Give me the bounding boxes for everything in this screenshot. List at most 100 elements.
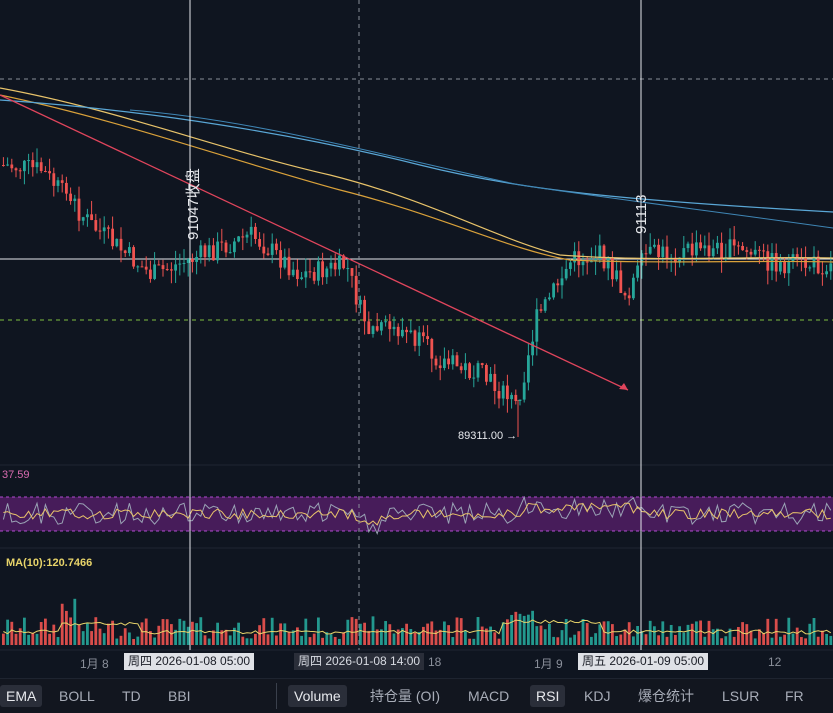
volume-bar	[640, 631, 644, 645]
candle-body	[758, 249, 761, 251]
volume-bar	[346, 619, 350, 645]
candle-body	[10, 164, 14, 169]
indicator-bbi[interactable]: BBI	[168, 688, 191, 704]
candle-body	[144, 266, 148, 270]
candle-body	[640, 253, 644, 266]
volume-bar	[804, 638, 807, 645]
indicator-volume[interactable]: Volume	[288, 685, 347, 707]
candle-body	[821, 273, 824, 275]
candle-body	[619, 270, 623, 294]
candle-body	[291, 269, 295, 276]
candle-body	[359, 299, 362, 305]
indicator-toolbar: EMA BOLL TD BBI Volume 持仓量 (OI) MACD RSI…	[0, 678, 833, 713]
volume-bar	[359, 623, 362, 645]
ema-line-2	[0, 94, 833, 263]
volume-bar	[392, 633, 396, 645]
volume-bar	[585, 623, 589, 645]
volume-bar	[371, 616, 375, 645]
indicator-rsi[interactable]: RSI	[530, 685, 566, 707]
candle-body	[774, 253, 778, 272]
candlestick-chart[interactable]	[0, 0, 833, 678]
volume-bar	[191, 621, 194, 645]
ema-line-1	[0, 87, 833, 260]
candle-body	[728, 239, 732, 258]
indicator-lsur[interactable]: LSUR	[722, 688, 760, 704]
candle-body	[753, 249, 757, 255]
candle-body	[518, 399, 522, 401]
candle-body	[581, 261, 585, 266]
volume-bar	[821, 630, 824, 645]
candle-body	[18, 170, 22, 172]
candle-body	[783, 261, 786, 274]
candle-body	[485, 364, 488, 382]
candle-body	[627, 295, 631, 299]
candle-body	[27, 160, 30, 162]
volume-bar	[783, 634, 786, 645]
candle-body	[308, 271, 312, 273]
volume-bar	[749, 630, 753, 645]
volume-bar	[816, 636, 820, 645]
candle-body	[816, 256, 820, 274]
volume-bar	[535, 626, 539, 645]
volume-bar	[413, 632, 417, 645]
candle-body	[111, 228, 114, 247]
volume-bar	[333, 636, 337, 645]
indicator-td[interactable]: TD	[122, 688, 141, 704]
volume-bar	[808, 623, 812, 645]
candle-body	[203, 245, 207, 258]
volume-bar	[598, 624, 602, 645]
volume-bar	[86, 622, 89, 645]
candle-body	[695, 242, 698, 256]
candle-body	[745, 250, 749, 252]
candle-body	[636, 265, 639, 278]
volume-bar	[35, 633, 39, 645]
indicator-macd[interactable]: MACD	[468, 688, 510, 704]
x-axis-label-18: 18	[428, 655, 442, 669]
volume-bar	[195, 623, 198, 645]
indicator-kdj[interactable]: KDJ	[584, 688, 611, 704]
indicator-fr[interactable]: FR	[785, 688, 804, 704]
volume-bar	[661, 621, 665, 645]
candle-body	[342, 255, 345, 269]
candle-body	[451, 355, 455, 365]
volume-ma-label: MA(10):120.7466	[6, 557, 93, 569]
candle-body	[611, 257, 614, 280]
volume-bar	[367, 630, 371, 645]
volume-bar	[497, 638, 501, 645]
volume-bar	[753, 638, 757, 645]
candle-body	[321, 261, 324, 278]
candle-body	[564, 268, 568, 279]
candle-body	[510, 394, 513, 400]
candle-body	[123, 250, 127, 254]
volume-bar	[707, 620, 711, 645]
volume-bar	[485, 628, 488, 645]
candle-body	[165, 269, 169, 271]
volume-bar	[233, 627, 236, 645]
indicator-liquidation[interactable]: 爆仓统计	[638, 688, 694, 704]
volume-bar	[39, 621, 43, 645]
candle-body	[224, 242, 228, 253]
volume-bar	[795, 627, 799, 645]
volume-bar	[128, 632, 131, 645]
volume-bar	[31, 632, 35, 645]
candle-body	[657, 244, 660, 258]
candle-body	[703, 245, 707, 249]
candle-body	[317, 261, 320, 281]
indicator-boll[interactable]: BOLL	[59, 688, 95, 704]
volume-bar	[325, 632, 329, 645]
candle-body	[678, 257, 681, 263]
volume-bar	[27, 634, 30, 645]
volume-bar	[623, 629, 627, 645]
volume-bar	[279, 623, 282, 645]
candle-body	[590, 261, 593, 263]
candle-body	[384, 321, 387, 323]
indicator-ema[interactable]: EMA	[0, 685, 43, 707]
x-axis-label-jan9: 1月 9	[534, 657, 563, 671]
candle-body	[65, 182, 68, 194]
volume-bar	[602, 621, 606, 645]
low-price-marker: 89311.00 →	[458, 430, 518, 442]
candle-body	[732, 239, 736, 246]
volume-bar	[224, 629, 228, 645]
volume-bar	[716, 628, 719, 645]
indicator-oi[interactable]: 持仓量 (OI)	[370, 688, 440, 704]
